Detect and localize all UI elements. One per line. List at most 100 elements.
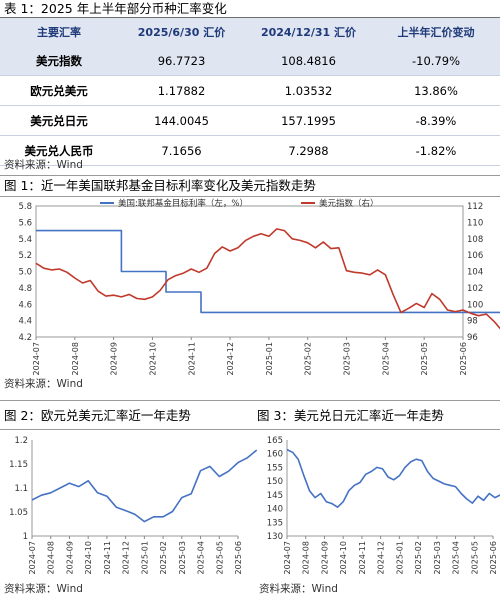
x-tick-label: 2024-09	[320, 541, 329, 574]
x-tick-label: 2025-02	[159, 541, 168, 574]
table-cell: 7.2988	[245, 135, 372, 166]
table-cell: -1.82%	[372, 135, 500, 166]
y-left-tick-label: 5.8	[18, 202, 32, 212]
x-tick-label: 2024-12	[377, 541, 386, 574]
x-tick-label: 2024-12	[226, 342, 235, 375]
y-tick-label: 155	[267, 463, 283, 473]
x-tick-label: 2024-07	[283, 541, 292, 574]
table-cell: -10.79%	[372, 46, 500, 76]
table-cell: 144.0045	[118, 105, 245, 136]
fig1-source: 资料来源：Wind	[4, 378, 83, 390]
y-right-tick-label: 112	[467, 202, 483, 212]
x-tick-label: 2024-07	[28, 541, 37, 574]
table-row: 欧元兑美元 1.17882 1.03532 13.86%	[0, 75, 500, 106]
plot-frame	[35, 205, 464, 338]
table-header-cell: 上半年汇价变动	[372, 18, 500, 46]
x-tick-label: 2025-03	[178, 541, 187, 574]
table-row-label: 欧元兑美元	[0, 75, 118, 106]
x-tick-label: 2024-10	[339, 541, 348, 574]
x-tick-label: 2024-09	[65, 541, 74, 574]
x-tick-label: 2025-05	[420, 342, 429, 375]
y-left-tick-label: 5.4	[18, 235, 32, 245]
x-tick-label: 2024-08	[47, 541, 56, 574]
table-cell: -8.39%	[372, 105, 500, 136]
x-tick-label: 2024-12	[122, 541, 131, 574]
table-cell: 157.1995	[245, 105, 372, 136]
y-tick-label: 130	[267, 532, 283, 542]
usdjpy-line	[286, 448, 500, 508]
x-tick-label: 2025-02	[304, 342, 313, 375]
x-tick-label: 2025-05	[215, 541, 224, 574]
y-right-tick-label: 106	[467, 251, 483, 261]
table-top-rule	[0, 17, 500, 18]
y-left-tick-label: 5.6	[18, 218, 32, 228]
x-tick-label: 2024-08	[71, 342, 80, 375]
table-row-label: 美元兑日元	[0, 105, 118, 136]
y-left-tick-label: 4.6	[18, 300, 32, 310]
x-tick-label: 2025-03	[343, 342, 352, 375]
table-row-label: 美元指数	[0, 46, 118, 76]
x-tick-label: 2025-04	[452, 541, 461, 574]
y-tick-label: 1.2	[14, 436, 28, 446]
table-source: 资料来源：Wind	[4, 159, 83, 171]
y-right-tick-label: 110	[467, 218, 483, 228]
fig-caption-rule	[0, 429, 500, 430]
table-row: 美元兑人民币 7.1656 7.2988 -1.82%	[0, 135, 500, 166]
x-tick-label: 2025-04	[381, 342, 390, 375]
fig1-caption-rule	[0, 196, 500, 197]
x-tick-label: 2024-09	[110, 342, 119, 375]
y-left-tick-label: 5.0	[18, 268, 32, 278]
y-tick-label: 160	[267, 450, 283, 460]
x-tick-label: 2025-01	[265, 342, 274, 375]
table-row: 美元兑日元 144.0045 157.1995 -8.39%	[0, 105, 500, 136]
x-tick-label: 2025-06	[489, 541, 498, 574]
table-cell: 1.17882	[118, 75, 245, 106]
x-tick-label: 2024-11	[358, 541, 367, 574]
y-tick-label: 150	[267, 477, 283, 487]
x-tick-label: 2025-05	[470, 541, 479, 574]
table-header-row: 主要汇率 2025/6/30 汇价 2024/12/31 汇价 上半年汇价变动	[0, 18, 500, 46]
legend-fed-rate-label: 美国:联邦基金目标利率（左，%）	[118, 198, 248, 209]
y-tick-label: 1.1	[14, 484, 28, 494]
y-right-tick-label: 100	[467, 300, 483, 310]
table-cell: 108.4816	[245, 46, 372, 76]
y-tick-label: 1	[23, 532, 28, 542]
x-tick-label: 2024-10	[148, 342, 157, 375]
fig1-top-rule	[0, 175, 500, 176]
fx-table: 主要汇率 2025/6/30 汇价 2024/12/31 汇价 上半年汇价变动 …	[0, 18, 500, 166]
fig1-caption: 图 1：近一年美国联邦基金目标利率变化及美元指数走势	[4, 178, 316, 193]
y-right-tick-label: 108	[467, 235, 483, 245]
y-tick-label: 1.05	[9, 508, 28, 518]
y-tick-label: 145	[267, 491, 283, 501]
table-header-cell: 主要汇率	[0, 18, 118, 46]
x-tick-label: 2025-01	[395, 541, 404, 574]
y-tick-label: 165	[267, 436, 283, 446]
table-header-cell: 2024/12/31 汇价	[245, 18, 372, 46]
table-row-label: 美元兑人民币	[0, 135, 118, 166]
y-right-tick-label: 96	[467, 333, 478, 343]
x-tick-label: 2024-11	[103, 541, 112, 574]
fig2-source: 资料来源：Wind	[4, 583, 83, 595]
table-cell: 7.1656	[118, 135, 245, 166]
y-left-tick-label: 5.2	[18, 251, 32, 261]
table-header-cell: 2025/6/30 汇价	[118, 18, 245, 46]
table-cell: 96.7723	[118, 46, 245, 76]
fig2-caption: 图 2：欧元兑美元汇率近一年走势	[4, 408, 191, 423]
y-left-tick-label: 4.8	[18, 284, 32, 294]
y-right-tick-label: 102	[467, 284, 483, 294]
y-left-tick-label: 4.2	[18, 333, 32, 343]
x-tick-label: 2024-11	[187, 342, 196, 375]
eurusd-line	[31, 449, 258, 523]
fig3-caption: 图 3：美元兑日元汇率近一年走势	[257, 408, 444, 423]
fig3-source: 资料来源：Wind	[259, 583, 338, 595]
dollar-index-line	[35, 228, 500, 330]
x-tick-label: 2024-10	[84, 541, 93, 574]
x-tick-label: 2025-04	[197, 541, 206, 574]
y-tick-label: 135	[267, 518, 283, 528]
legend-dollar-index-label: 美元指数（右）	[319, 198, 379, 209]
table-row: 美元指数 96.7723 108.4816 -10.79%	[0, 46, 500, 76]
table-cell: 13.86%	[372, 75, 500, 106]
table-caption: 表 1：2025 年上半年部分币种汇率变化	[4, 1, 227, 16]
